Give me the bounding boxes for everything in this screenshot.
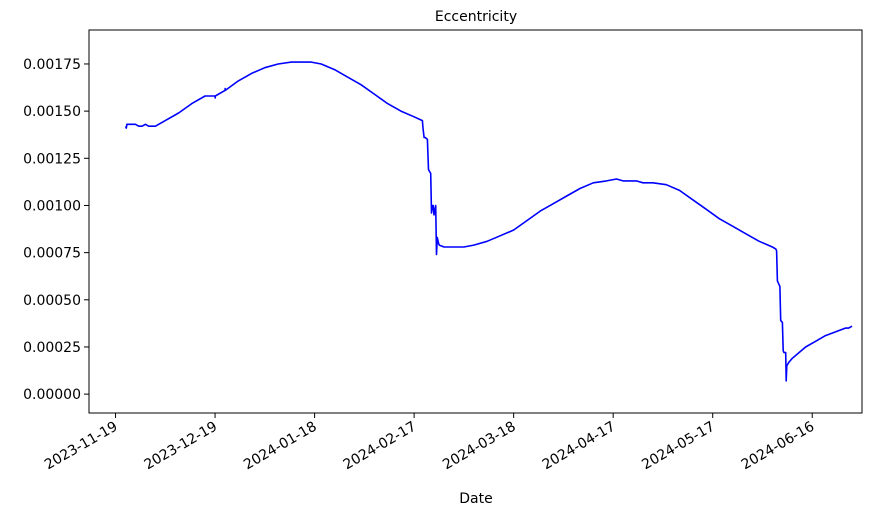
series-line-eccentricity — [124, 61, 853, 382]
chart-title: Eccentricity — [435, 9, 517, 25]
x-tick-label: 2024-01-18 — [241, 419, 319, 474]
y-tick-label: 0.00075 — [23, 246, 81, 262]
x-tick-label: 2024-03-18 — [440, 419, 518, 474]
y-tick-label: 0.00175 — [23, 57, 81, 73]
x-axis-label: Date — [459, 491, 492, 507]
y-tick-label: 0.00125 — [23, 151, 81, 167]
x-tick-label: 2024-05-17 — [639, 419, 717, 474]
x-axis: 2023-11-19 2023-12-19 2024-01-18 2024-02-17… — [42, 413, 817, 473]
x-tick-label: 2023-12-19 — [142, 419, 220, 474]
x-tick-label: 2024-02-17 — [341, 419, 419, 474]
y-tick-label: 0.00100 — [23, 198, 81, 214]
x-tick-label: 2024-06-16 — [739, 419, 818, 474]
y-tick-label: 0.00050 — [23, 293, 81, 309]
plot-area — [88, 29, 863, 414]
y-tick-label: 0.00150 — [23, 104, 81, 120]
y-axis: 0.00000 0.00025 0.00050 0.00075 0.00100 0.001… — [23, 57, 89, 403]
y-tick-label: 0.00000 — [23, 387, 81, 403]
y-tick-label: 0.00025 — [23, 340, 81, 356]
x-tick-label: 2024-04-17 — [540, 419, 618, 474]
x-tick-label: 2023-11-19 — [42, 419, 120, 474]
plot-frame — [88, 29, 863, 414]
